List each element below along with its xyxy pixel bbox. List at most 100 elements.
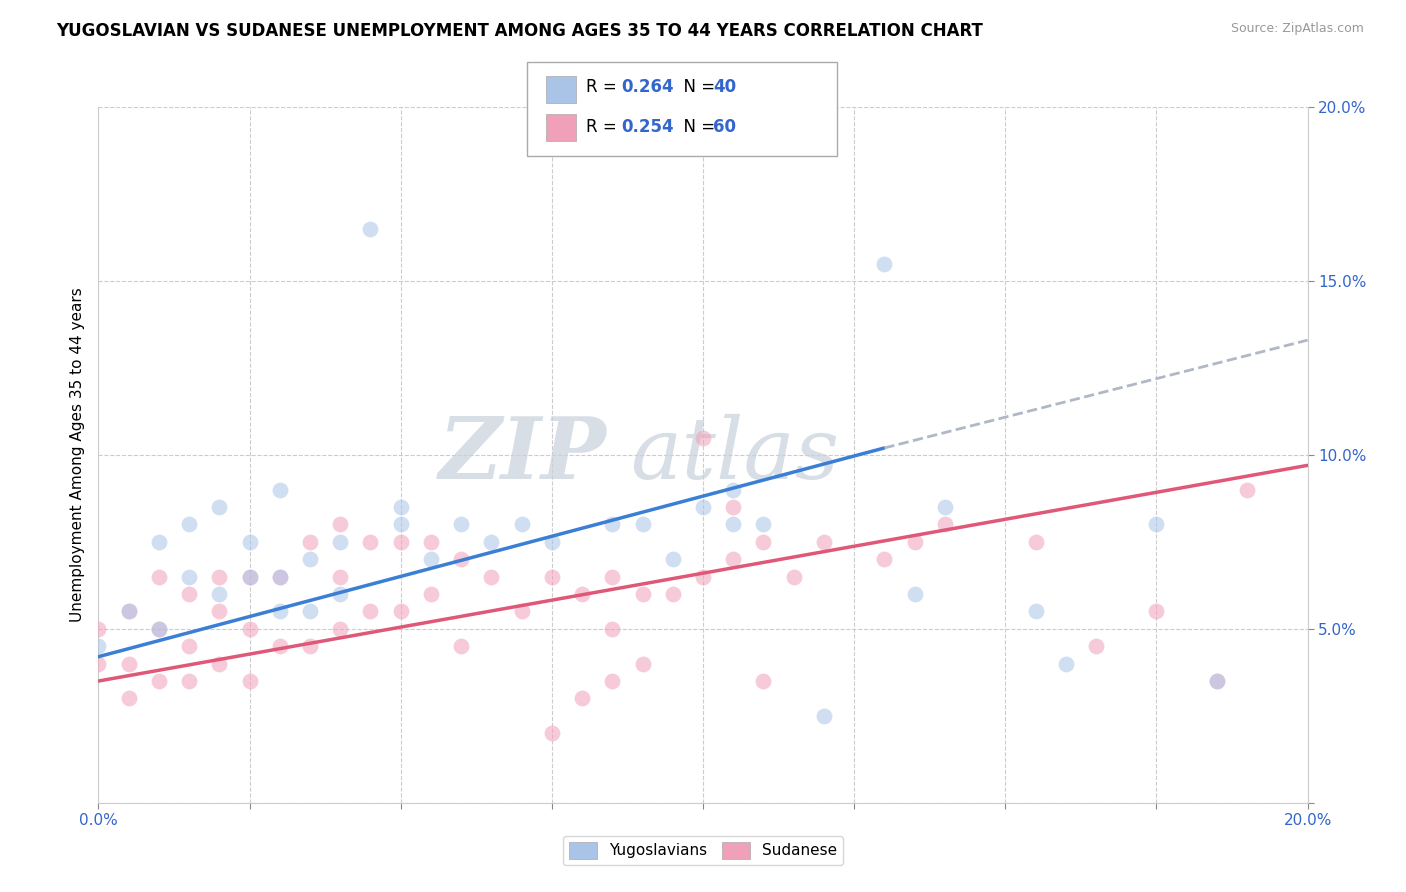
Point [329, 622, 352, 636]
Point [1085, 639, 1108, 653]
Point [299, 639, 322, 653]
Text: R =: R = [586, 78, 623, 96]
Point [752, 517, 775, 532]
Point [692, 500, 714, 514]
Point [239, 622, 262, 636]
Point [602, 622, 624, 636]
Point [692, 431, 714, 445]
Point [239, 534, 262, 549]
Point [269, 570, 291, 584]
Point [904, 587, 927, 601]
Point [934, 500, 956, 514]
Point [631, 587, 654, 601]
Point [813, 534, 835, 549]
Point [540, 534, 562, 549]
Text: 0.264: 0.264 [621, 78, 673, 96]
Point [1206, 674, 1229, 689]
Legend: Yugoslavians, Sudanese: Yugoslavians, Sudanese [562, 836, 844, 864]
Point [481, 534, 503, 549]
Point [692, 570, 714, 584]
Point [208, 570, 231, 584]
Text: R =: R = [586, 118, 623, 136]
Point [87, 639, 110, 653]
Point [239, 674, 262, 689]
Point [148, 622, 170, 636]
Point [752, 534, 775, 549]
Point [239, 570, 262, 584]
Text: N =: N = [673, 78, 721, 96]
Point [419, 552, 441, 566]
Point [1024, 605, 1046, 619]
Point [450, 552, 472, 566]
Point [752, 674, 775, 689]
Text: 40: 40 [713, 78, 735, 96]
Point [329, 587, 352, 601]
Point [177, 570, 201, 584]
Point [389, 605, 412, 619]
Point [239, 570, 262, 584]
Point [87, 622, 110, 636]
Point [1144, 605, 1167, 619]
Point [813, 708, 835, 723]
Point [602, 674, 624, 689]
Point [661, 552, 683, 566]
Point [721, 500, 744, 514]
Point [661, 587, 683, 601]
Point [177, 639, 201, 653]
Point [602, 570, 624, 584]
Point [329, 534, 352, 549]
Point [360, 221, 382, 235]
Point [721, 483, 744, 497]
Point [540, 570, 562, 584]
Point [419, 534, 441, 549]
Point [148, 570, 170, 584]
Point [782, 570, 804, 584]
Point [389, 517, 412, 532]
Point [269, 605, 291, 619]
Text: 60: 60 [713, 118, 735, 136]
Point [1236, 483, 1258, 497]
Text: Source: ZipAtlas.com: Source: ZipAtlas.com [1230, 22, 1364, 36]
Point [118, 691, 141, 706]
Text: ZIP: ZIP [439, 413, 606, 497]
Point [269, 483, 291, 497]
Text: 0.254: 0.254 [621, 118, 673, 136]
Point [299, 534, 322, 549]
Point [177, 674, 201, 689]
Point [450, 639, 472, 653]
Point [450, 517, 472, 532]
Y-axis label: Unemployment Among Ages 35 to 44 years: Unemployment Among Ages 35 to 44 years [69, 287, 84, 623]
Point [118, 605, 141, 619]
Point [177, 587, 201, 601]
Point [571, 587, 593, 601]
Text: N =: N = [673, 118, 721, 136]
Point [631, 517, 654, 532]
Point [118, 657, 141, 671]
Point [118, 605, 141, 619]
Point [873, 552, 896, 566]
Point [148, 534, 170, 549]
Point [873, 256, 896, 270]
Point [1144, 517, 1167, 532]
Point [208, 657, 231, 671]
Point [177, 517, 201, 532]
Point [510, 517, 533, 532]
Point [208, 500, 231, 514]
Point [419, 587, 441, 601]
Point [631, 657, 654, 671]
Point [389, 534, 412, 549]
Point [1024, 534, 1046, 549]
Point [208, 605, 231, 619]
Point [269, 639, 291, 653]
Point [360, 605, 382, 619]
Point [540, 726, 562, 740]
Point [571, 691, 593, 706]
Point [904, 534, 927, 549]
Point [934, 517, 956, 532]
Point [299, 552, 322, 566]
Point [329, 570, 352, 584]
Point [721, 552, 744, 566]
Point [602, 517, 624, 532]
Point [148, 674, 170, 689]
Point [208, 587, 231, 601]
